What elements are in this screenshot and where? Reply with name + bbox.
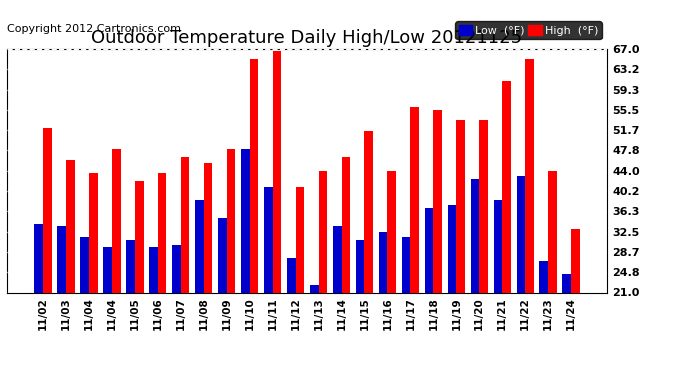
Bar bbox=[424, 208, 433, 375]
Bar bbox=[342, 158, 351, 375]
Bar bbox=[135, 181, 144, 375]
Bar bbox=[66, 160, 75, 375]
Bar bbox=[402, 237, 411, 375]
Bar bbox=[562, 274, 571, 375]
Bar bbox=[250, 59, 258, 375]
Bar bbox=[310, 285, 319, 375]
Bar bbox=[388, 171, 396, 375]
Bar bbox=[319, 171, 327, 375]
Bar bbox=[502, 81, 511, 375]
Bar bbox=[525, 59, 534, 375]
Bar bbox=[218, 218, 226, 375]
Bar bbox=[89, 173, 97, 375]
Bar bbox=[103, 248, 112, 375]
Bar bbox=[57, 226, 66, 375]
Bar bbox=[456, 120, 465, 375]
Bar bbox=[43, 128, 52, 375]
Text: Copyright 2012 Cartronics.com: Copyright 2012 Cartronics.com bbox=[7, 24, 181, 34]
Bar bbox=[517, 176, 525, 375]
Bar bbox=[172, 245, 181, 375]
Bar bbox=[448, 205, 456, 375]
Bar bbox=[226, 149, 235, 375]
Bar bbox=[204, 163, 213, 375]
Bar bbox=[549, 171, 557, 375]
Bar bbox=[571, 229, 580, 375]
Legend: Low  (°F), High  (°F): Low (°F), High (°F) bbox=[455, 21, 602, 39]
Bar bbox=[364, 131, 373, 375]
Bar bbox=[379, 231, 388, 375]
Bar bbox=[295, 186, 304, 375]
Bar bbox=[287, 258, 295, 375]
Bar bbox=[112, 149, 121, 375]
Bar bbox=[34, 224, 43, 375]
Bar bbox=[181, 158, 190, 375]
Bar bbox=[149, 248, 158, 375]
Bar bbox=[540, 261, 549, 375]
Bar bbox=[126, 240, 135, 375]
Bar bbox=[480, 120, 488, 375]
Bar bbox=[273, 51, 282, 375]
Bar bbox=[471, 178, 480, 375]
Bar bbox=[493, 200, 502, 375]
Bar bbox=[411, 107, 419, 375]
Bar bbox=[80, 237, 89, 375]
Title: Outdoor Temperature Daily High/Low 20121125: Outdoor Temperature Daily High/Low 20121… bbox=[92, 29, 522, 47]
Bar bbox=[158, 173, 166, 375]
Bar bbox=[333, 226, 342, 375]
Bar bbox=[433, 110, 442, 375]
Bar bbox=[264, 186, 273, 375]
Bar bbox=[356, 240, 364, 375]
Bar bbox=[241, 149, 250, 375]
Bar bbox=[195, 200, 204, 375]
